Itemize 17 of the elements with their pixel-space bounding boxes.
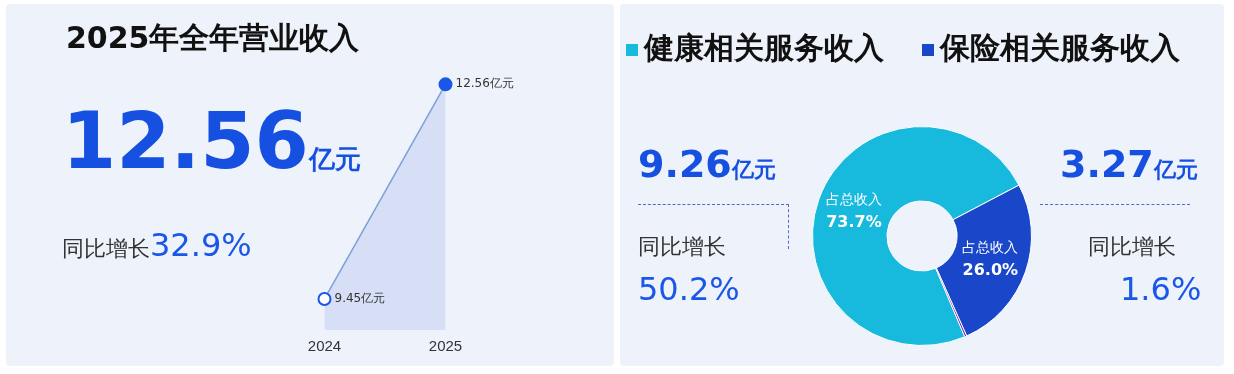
text: 9.26亿元 [638,142,776,186]
legend-label: 保险相关服务收入 [940,30,1180,65]
text: 3.27亿元 [1060,142,1198,186]
text: 同比增长32.9% [62,226,252,264]
text: 50.2% [638,270,740,308]
data-label: 12.56亿元 [455,76,514,91]
text: 1.6% [1120,270,1202,308]
annotation: 12.56亿元 [62,96,361,186]
text: 同比增长 [638,233,726,261]
chart-title: 2025年全年营业收入 [66,19,360,57]
data-label: 9.45亿元 [334,291,386,306]
data-label: 占总收入 26.0% [962,239,1019,279]
data-label: 占总收入 73.7% [825,191,882,231]
x-tick-label: 2025 [428,337,463,355]
legend-label: 健康相关服务收入 [644,30,884,65]
x-tick-label: 2024 [307,337,342,355]
text: 同比增长 [1088,233,1176,261]
